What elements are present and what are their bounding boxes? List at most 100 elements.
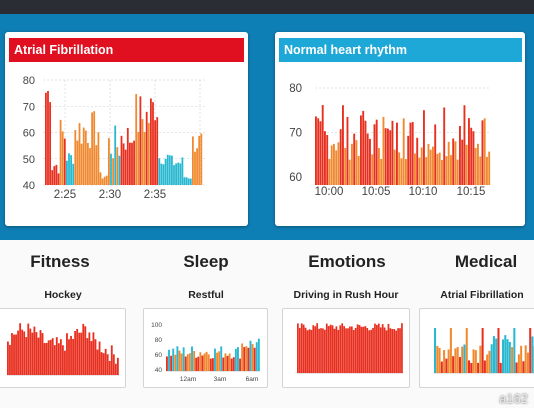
afib-bar [183, 177, 186, 185]
normal-bar [425, 157, 428, 185]
normal-bar [346, 116, 349, 185]
afib-x-tick: 2:35 [144, 189, 166, 201]
normal-bar [362, 110, 365, 185]
normal-bar [319, 121, 322, 185]
mini-bar [188, 353, 191, 371]
mini-bar [66, 333, 68, 375]
normal-chart: 80 70 60 10:00 10:05 10:10 10:15 [289, 83, 491, 198]
mini-bar [184, 356, 187, 371]
afib-x-tick: 2:25 [54, 189, 76, 201]
mini-bar [436, 345, 439, 373]
mini-bar [497, 328, 500, 373]
sleep-y-tick: 60 [155, 352, 163, 359]
mini-bar [529, 328, 532, 373]
mini-bar [376, 324, 378, 373]
category-medical-subtitle: Atrial Fibrillation [440, 289, 524, 301]
mini-bar [383, 327, 386, 373]
mini-bar [174, 354, 177, 371]
mini-bar [59, 339, 62, 375]
mini-bar [327, 326, 330, 373]
afib-bar [53, 166, 56, 185]
category-sleep-title: Sleep [183, 252, 229, 271]
mini-bar [438, 347, 441, 373]
mini-bar [302, 324, 305, 373]
sleep-y-tick: 80 [155, 337, 163, 344]
mini-bar [116, 357, 119, 375]
afib-bar [97, 132, 100, 185]
mini-bar [468, 360, 471, 373]
mini-bar [207, 354, 210, 371]
mini-bar [170, 355, 173, 371]
mini-bar [172, 348, 175, 371]
mini-bar [102, 353, 105, 375]
mini-bar [499, 362, 502, 373]
mini-bar [492, 336, 495, 373]
mini-bar [31, 332, 34, 375]
afib-bar [47, 90, 49, 185]
mini-bar [306, 330, 309, 373]
mini-bar [61, 345, 64, 375]
mini-bar [43, 343, 46, 375]
afib-bar [200, 133, 203, 185]
normal-bar [335, 150, 338, 185]
normal-bar [326, 135, 329, 185]
normal-bar [420, 147, 423, 185]
afib-bar [95, 145, 98, 185]
emotions-mini-chart [282, 308, 410, 388]
mini-bar [234, 348, 237, 371]
mini-bar [78, 332, 81, 375]
mini-bar [322, 328, 324, 373]
mini-bar [195, 357, 198, 371]
afib-bar [181, 157, 184, 185]
normal-bar [479, 156, 482, 185]
afib-bar [194, 151, 196, 185]
afib-bar [129, 142, 131, 185]
mini-bar [331, 325, 334, 373]
mini-bar [524, 345, 527, 373]
mini-bar [114, 363, 117, 375]
normal-bar [351, 143, 353, 185]
normal-bar [454, 141, 457, 185]
afib-bar [166, 154, 169, 185]
mini-bar [243, 347, 246, 371]
normal-bar [337, 142, 340, 185]
mini-bar [377, 323, 380, 373]
afib-bar [114, 125, 117, 185]
mini-bar [395, 330, 398, 373]
mini-bar [112, 354, 115, 375]
mini-bar [393, 329, 396, 373]
normal-bar [380, 158, 383, 185]
normal-bar [411, 122, 414, 185]
mini-bar [199, 352, 202, 371]
mini-bar [182, 347, 185, 371]
normal-bar [474, 147, 477, 185]
normal-bar [396, 122, 398, 185]
mini-bar [488, 350, 491, 373]
mini-bar [53, 345, 56, 375]
mini-bar [458, 356, 461, 373]
mini-bar [374, 323, 376, 373]
mini-bar [434, 328, 437, 373]
mini-bar [70, 335, 72, 375]
mini-bar [80, 332, 83, 375]
mini-bar [314, 326, 317, 373]
mini-bar [7, 341, 9, 375]
normal-bar [324, 131, 326, 185]
normal-bar [402, 118, 405, 185]
sleep-x-tick: 12am [180, 376, 196, 383]
mini-bar [88, 332, 91, 375]
mini-bar [19, 323, 22, 375]
mini-bar [397, 328, 399, 373]
afib-y-tick: 80 [23, 75, 35, 87]
mini-bar [25, 337, 28, 375]
normal-y-tick: 80 [289, 83, 302, 95]
mini-bar [329, 324, 332, 373]
emotions-mini-svg [297, 323, 403, 374]
normal-bar [353, 133, 356, 185]
afib-bar [133, 140, 135, 185]
normal-bar [382, 116, 385, 185]
afib-bar [171, 155, 173, 185]
mini-bar [474, 350, 477, 373]
mini-bar [350, 326, 353, 373]
afib-bar [145, 111, 148, 185]
